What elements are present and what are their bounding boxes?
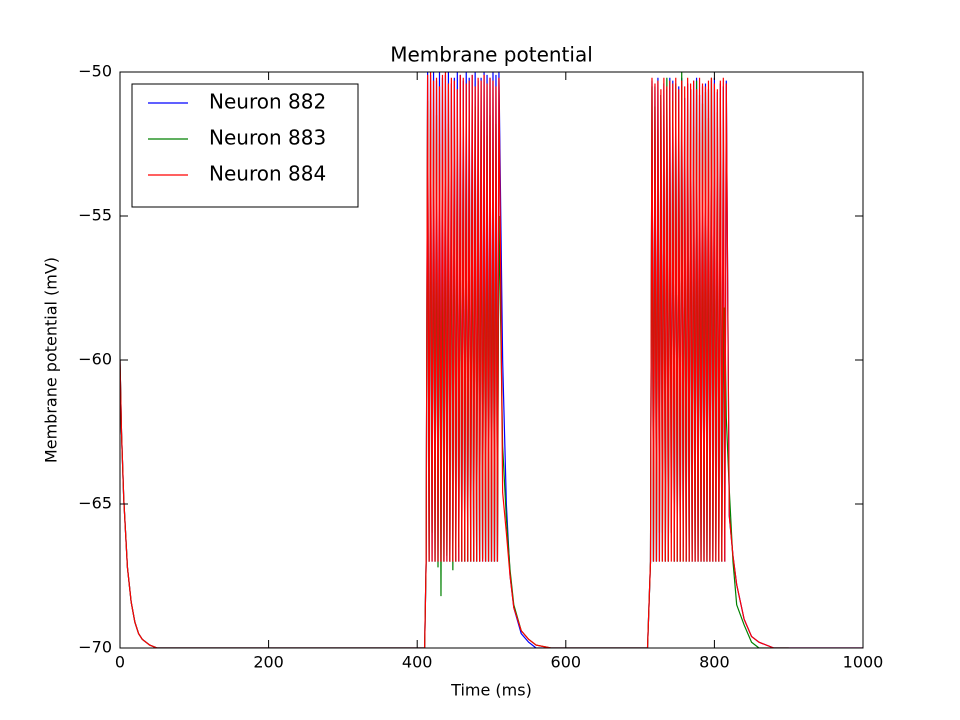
- x-tick-label: 1000: [843, 653, 884, 672]
- series-line: [120, 72, 863, 648]
- y-axis-label: Membrane potential (mV): [42, 257, 61, 463]
- legend-box: [131, 83, 359, 208]
- legend-label: Neuron 884: [209, 162, 326, 186]
- legend-label: Neuron 883: [209, 126, 326, 150]
- x-tick-label: 800: [699, 653, 730, 672]
- legend: Neuron 882 Neuron 883 Neuron 884: [131, 83, 359, 208]
- x-tick-label: 600: [551, 653, 582, 672]
- y-tick-label: −55: [78, 206, 112, 225]
- chart-title: Membrane potential: [390, 43, 593, 67]
- plot-lines: [120, 72, 863, 648]
- y-tick-label: −70: [78, 638, 112, 657]
- y-tick-label: −50: [78, 62, 112, 81]
- x-tick-label: 0: [115, 653, 125, 672]
- y-tick-label: −60: [78, 350, 112, 369]
- legend-label: Neuron 882: [209, 90, 326, 114]
- x-tick-label: 200: [253, 653, 284, 672]
- x-axis-label: Time (ms): [450, 681, 532, 700]
- x-tick-label: 400: [402, 653, 433, 672]
- y-tick-label: −65: [78, 494, 112, 513]
